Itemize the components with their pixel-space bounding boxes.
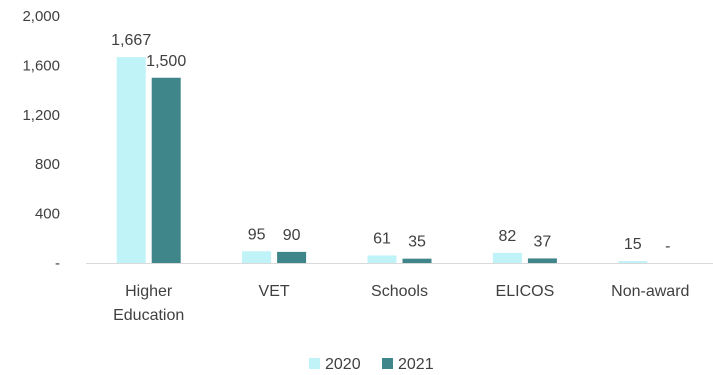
- data-label: 15: [624, 236, 642, 253]
- bar-2020-4: [618, 261, 648, 263]
- x-tick-label: Non-award: [611, 283, 689, 300]
- y-tick-label: -: [55, 255, 60, 272]
- x-tick-label: VET: [259, 283, 290, 300]
- legend-swatch-2020: [309, 358, 320, 369]
- y-tick-label: 400: [35, 206, 60, 223]
- legend: 2020 2021: [309, 356, 434, 373]
- legend-label-2021: 2021: [398, 356, 434, 373]
- data-label: 90: [283, 227, 301, 244]
- data-label: 95: [248, 226, 266, 243]
- data-label: 1,500: [146, 53, 186, 70]
- y-axis: - 400 800 1,200 1,600 2,000: [22, 8, 60, 272]
- bar-2021-3: [527, 258, 557, 263]
- data-label: 37: [534, 233, 552, 250]
- x-tick-label: Schools: [371, 283, 428, 300]
- y-tick-label: 2,000: [22, 8, 60, 25]
- data-label: 61: [373, 230, 391, 247]
- legend-swatch-2021: [382, 358, 393, 369]
- bar-2020-1: [242, 251, 272, 263]
- bar-2021-2: [402, 258, 432, 263]
- data-label: 1,667: [111, 32, 151, 49]
- data-label: 82: [499, 228, 517, 245]
- data-labels: 1,667 1,500 95 90 61 35 82 37 15 -: [111, 32, 670, 255]
- y-tick-label: 1,600: [22, 57, 60, 74]
- x-axis: Higher Education VET Schools ELICOS Non-award: [113, 283, 689, 324]
- data-label: 35: [408, 234, 426, 251]
- bar-2020-3: [492, 252, 522, 263]
- data-label: -: [665, 238, 670, 255]
- bar-2021-0: [151, 77, 181, 263]
- bar-2020-2: [367, 255, 397, 263]
- x-tick-label: ELICOS: [496, 283, 555, 300]
- y-tick-label: 1,200: [22, 107, 60, 124]
- bar-2020-0: [116, 57, 146, 263]
- y-tick-label: 800: [35, 156, 60, 173]
- x-tick-label: Higher Education: [113, 283, 184, 324]
- bars: [116, 57, 648, 263]
- legend-label-2020: 2020: [325, 356, 361, 373]
- bar-2021-1: [277, 251, 307, 263]
